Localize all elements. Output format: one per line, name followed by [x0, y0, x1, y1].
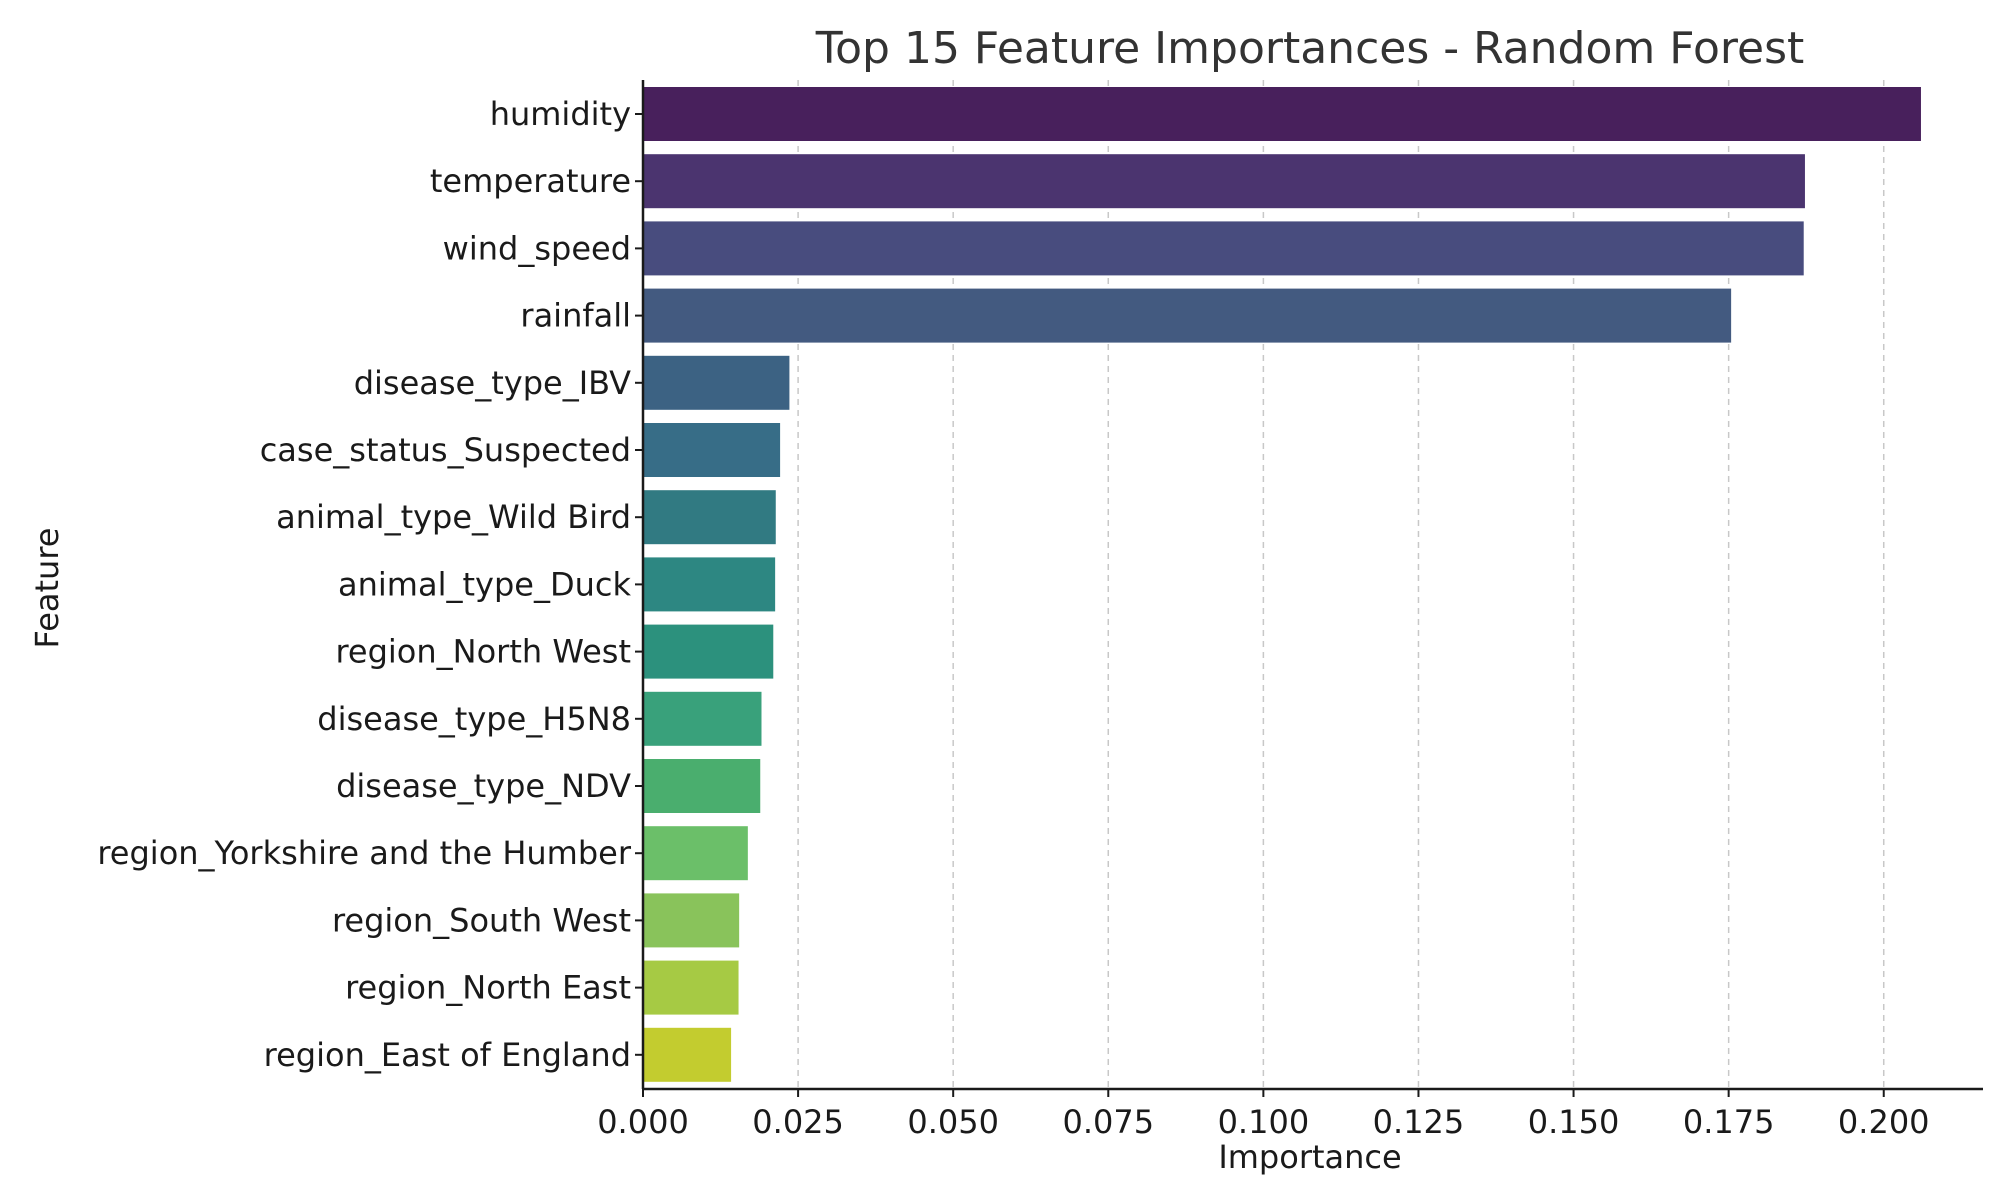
x-tick-label: 0.025	[752, 1103, 844, 1141]
chart-title: Top 15 Feature Importances - Random Fore…	[815, 23, 1805, 74]
x-tick-label: 0.100	[1218, 1103, 1310, 1141]
bar	[643, 1027, 732, 1082]
y-tick-label: disease_type_H5N8	[317, 700, 631, 738]
bar	[643, 691, 762, 746]
bar	[643, 624, 774, 679]
x-tick-labels: 0.000 0.025 0.050 0.075 0.100 0.125 0.150 0.175…	[597, 1089, 1930, 1141]
y-tick-label: temperature	[430, 162, 631, 200]
bar	[643, 355, 790, 410]
bar	[643, 490, 776, 545]
bar	[643, 221, 1804, 276]
bar	[643, 826, 748, 881]
x-tick-label: 0.000	[597, 1103, 689, 1141]
y-tick-label: rainfall	[520, 297, 631, 335]
y-tick-label: region_South West	[332, 901, 631, 939]
y-tick-label: disease_type_IBV	[354, 364, 631, 402]
y-tick-label: region_North East	[345, 969, 631, 1007]
x-tick-label: 0.200	[1838, 1103, 1930, 1141]
bar	[643, 893, 740, 948]
y-tick-label: animal_type_Wild Bird	[276, 498, 631, 536]
x-tick-label: 0.150	[1528, 1103, 1620, 1141]
x-tick-label: 0.125	[1373, 1103, 1465, 1141]
y-tick-label: animal_type_Duck	[338, 565, 631, 603]
y-axis-title: Feature	[28, 528, 66, 649]
x-tick-label: 0.175	[1683, 1103, 1775, 1141]
bar	[643, 759, 761, 813]
y-tick-label: region_North West	[335, 633, 631, 671]
y-tick-label: case_status_Suspected	[260, 431, 631, 469]
bar	[643, 87, 1921, 141]
bar	[643, 154, 1805, 209]
bars	[643, 87, 1921, 1082]
bar	[643, 423, 781, 477]
x-tick-label: 0.075	[1062, 1103, 1154, 1141]
y-tick-label: disease_type_NDV	[336, 767, 631, 805]
x-axis-title: Importance	[1218, 1138, 1401, 1176]
bar	[643, 960, 739, 1015]
category-labels: humidity temperature wind_speed rainfall dis…	[97, 95, 643, 1074]
y-tick-label: region_Yorkshire and the Humber	[97, 834, 632, 872]
bar	[643, 557, 776, 612]
y-tick-label: humidity	[490, 95, 631, 133]
y-tick-label: wind_speed	[443, 229, 631, 267]
x-tick-label: 0.050	[907, 1103, 999, 1141]
bar	[643, 288, 1732, 343]
y-tick-label: region_East of England	[264, 1036, 631, 1074]
